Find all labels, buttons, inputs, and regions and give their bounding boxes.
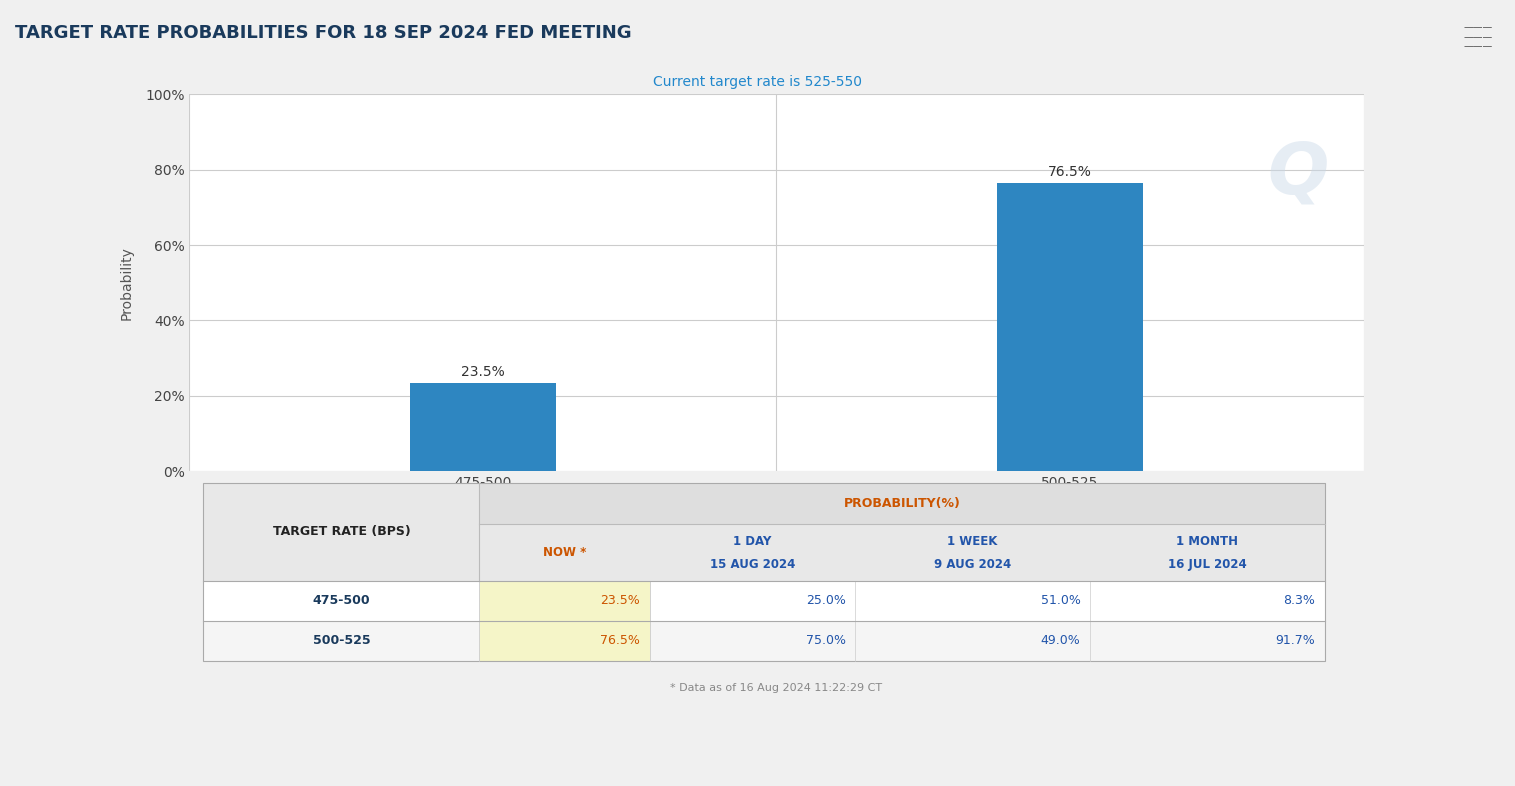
Bar <box>479 581 650 621</box>
Text: Q: Q <box>1267 140 1329 208</box>
Text: 25.0%: 25.0% <box>806 594 845 608</box>
Text: 23.5%: 23.5% <box>600 594 641 608</box>
Bar <box>203 581 1324 621</box>
Text: * Data as of 16 Aug 2024 11:22:29 CT: * Data as of 16 Aug 2024 11:22:29 CT <box>670 683 883 692</box>
Text: 8.3%: 8.3% <box>1283 594 1315 608</box>
Text: 76.5%: 76.5% <box>600 634 641 647</box>
Text: 15 AUG 2024: 15 AUG 2024 <box>709 558 795 571</box>
Text: ———: ——— <box>1463 23 1492 32</box>
Text: ———: ——— <box>1463 42 1492 51</box>
X-axis label: Target Rate (in bps): Target Rate (in bps) <box>701 501 851 516</box>
Text: 49.0%: 49.0% <box>1041 634 1080 647</box>
Text: NOW *: NOW * <box>542 545 586 559</box>
Bar <box>203 621 1324 661</box>
Text: 500-525: 500-525 <box>312 634 370 647</box>
Text: 75.0%: 75.0% <box>806 634 845 647</box>
Bar <box>479 621 650 661</box>
Bar <box>203 483 1324 581</box>
Text: 23.5%: 23.5% <box>461 365 504 379</box>
Text: 1 WEEK: 1 WEEK <box>947 535 998 549</box>
Text: 51.0%: 51.0% <box>1041 594 1080 608</box>
Text: Current target rate is 525-550: Current target rate is 525-550 <box>653 75 862 89</box>
Bar <box>203 483 1324 661</box>
Text: 16 JUL 2024: 16 JUL 2024 <box>1168 558 1247 571</box>
Text: 76.5%: 76.5% <box>1048 165 1092 179</box>
Text: 1 DAY: 1 DAY <box>733 535 771 549</box>
Text: ———: ——— <box>1463 32 1492 42</box>
Text: 475-500: 475-500 <box>312 594 370 608</box>
Text: TARGET RATE PROBABILITIES FOR 18 SEP 2024 FED MEETING: TARGET RATE PROBABILITIES FOR 18 SEP 202… <box>15 24 632 42</box>
Text: 1 MONTH: 1 MONTH <box>1176 535 1238 549</box>
Text: 91.7%: 91.7% <box>1276 634 1315 647</box>
Text: TARGET RATE (BPS): TARGET RATE (BPS) <box>273 525 411 538</box>
Bar <box>409 383 556 471</box>
Y-axis label: Probability: Probability <box>120 246 133 320</box>
Text: 9 AUG 2024: 9 AUG 2024 <box>933 558 1011 571</box>
Bar <box>997 183 1144 471</box>
Text: PROBABILITY(%): PROBABILITY(%) <box>844 497 961 509</box>
Bar <box>479 483 1324 523</box>
